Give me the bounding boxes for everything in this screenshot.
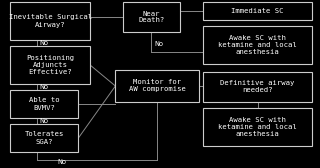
Text: Near
Death?: Near Death? xyxy=(138,10,164,24)
Text: Awake SC with
ketamine and local
anesthesia: Awake SC with ketamine and local anesthe… xyxy=(218,35,297,55)
Bar xyxy=(116,70,199,102)
Text: Immediate SC: Immediate SC xyxy=(231,8,284,14)
Bar xyxy=(203,72,312,102)
Text: Positioning
Adjuncts
Effective?: Positioning Adjuncts Effective? xyxy=(26,55,74,75)
Text: Definitive airway
needed?: Definitive airway needed? xyxy=(220,80,295,94)
Bar xyxy=(203,26,312,64)
Text: Monitor for
AW compromise: Monitor for AW compromise xyxy=(129,79,186,93)
Bar xyxy=(10,90,78,118)
Text: Awake SC with
ketamine and local
anesthesia: Awake SC with ketamine and local anesthe… xyxy=(218,117,297,137)
Text: Tolerates
SGA?: Tolerates SGA? xyxy=(25,132,64,144)
Bar xyxy=(10,2,90,40)
Bar xyxy=(10,46,90,84)
Text: No: No xyxy=(57,159,66,165)
Bar xyxy=(203,108,312,146)
Text: No: No xyxy=(39,40,48,46)
Bar xyxy=(123,2,180,32)
Text: No: No xyxy=(154,41,164,47)
Bar xyxy=(203,2,312,20)
Text: Inevitable Surgical
Airway?: Inevitable Surgical Airway? xyxy=(9,14,92,28)
Bar xyxy=(10,124,78,152)
Text: No: No xyxy=(39,84,48,90)
Text: No: No xyxy=(39,118,48,124)
Text: Able to
BVMV?: Able to BVMV? xyxy=(29,97,60,111)
